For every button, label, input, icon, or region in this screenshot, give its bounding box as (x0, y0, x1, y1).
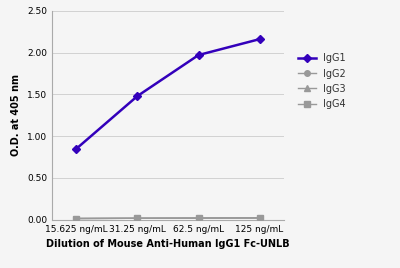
IgG1 (196, 53, 201, 57)
IgG4 (257, 216, 262, 219)
IgG4 (135, 217, 140, 220)
IgG2 (257, 216, 262, 219)
IgG3 (74, 217, 79, 220)
IgG2 (74, 217, 79, 220)
IgG1 (257, 38, 262, 41)
IgG1 (135, 94, 140, 98)
IgG4 (74, 217, 79, 220)
X-axis label: Dilution of Mouse Anti-Human IgG1 Fc-UNLB: Dilution of Mouse Anti-Human IgG1 Fc-UNL… (46, 239, 290, 249)
Line: IgG3: IgG3 (74, 215, 262, 221)
IgG3 (196, 217, 201, 220)
IgG4 (196, 217, 201, 220)
IgG2 (196, 217, 201, 220)
IgG1 (74, 147, 79, 150)
IgG3 (257, 216, 262, 219)
IgG2 (135, 217, 140, 220)
Line: IgG1: IgG1 (74, 36, 262, 151)
Line: IgG2: IgG2 (74, 215, 262, 221)
Y-axis label: O.D. at 405 nm: O.D. at 405 nm (12, 74, 22, 156)
Legend: IgG1, IgG2, IgG3, IgG4: IgG1, IgG2, IgG3, IgG4 (298, 53, 346, 109)
IgG3 (135, 217, 140, 220)
Line: IgG4: IgG4 (74, 215, 262, 221)
